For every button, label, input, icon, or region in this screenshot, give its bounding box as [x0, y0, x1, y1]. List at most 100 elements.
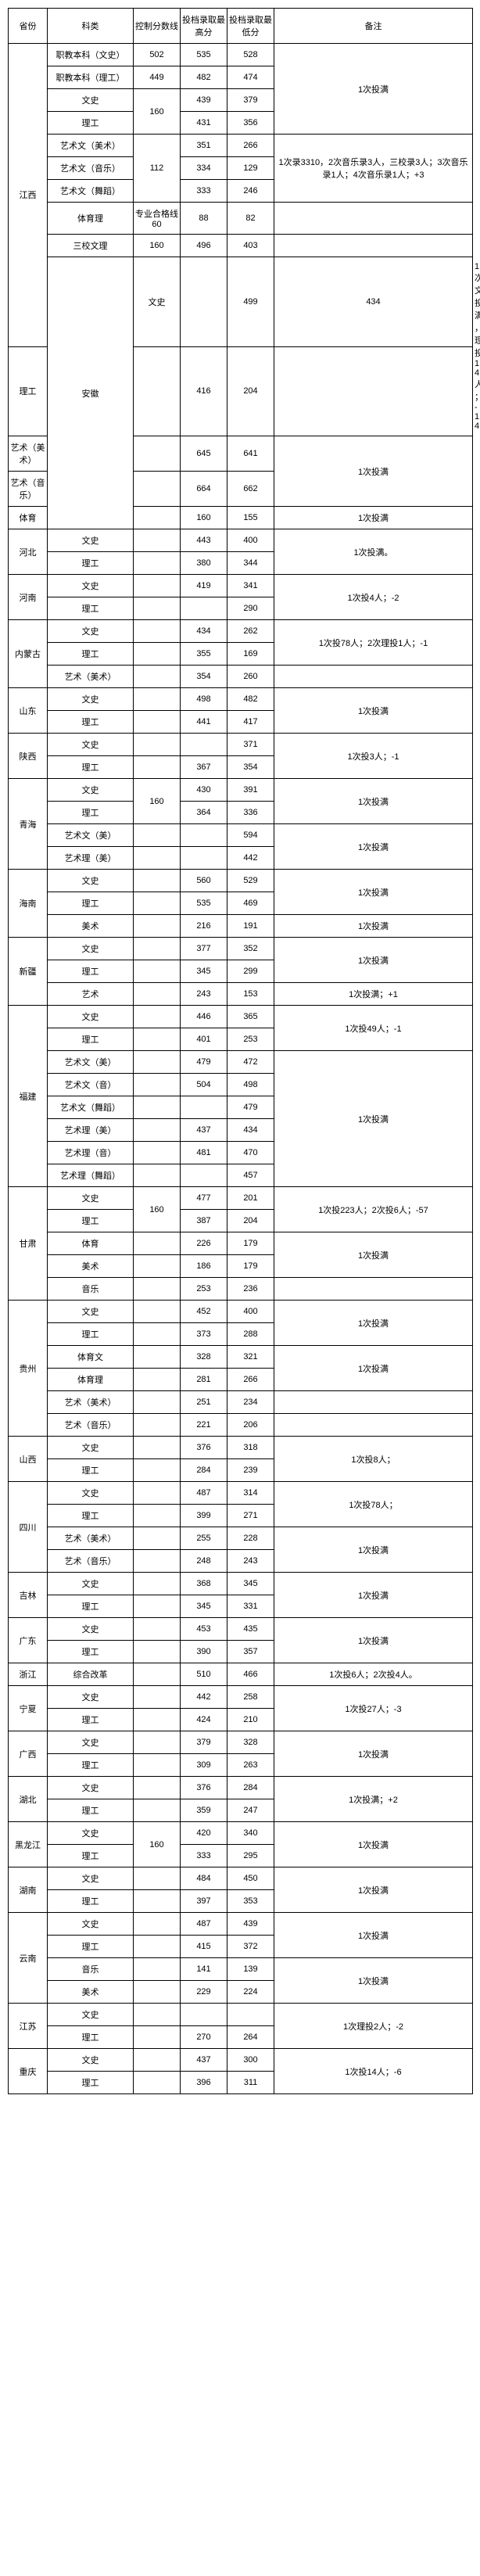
low-cell: 139 — [227, 1958, 274, 1981]
remark-cell: 1次投满 — [274, 1051, 473, 1187]
category-cell: 文史 — [48, 779, 134, 802]
category-cell: 理工 — [48, 643, 134, 666]
remark-cell: 1次投满 — [274, 870, 473, 915]
table-row: 音乐1411391次投满 — [9, 1958, 473, 1981]
remark-cell: 1次投78人； — [274, 1482, 473, 1527]
category-cell: 理工 — [48, 1641, 134, 1663]
high-cell: 367 — [181, 756, 227, 779]
province-cell: 江苏 — [9, 2004, 48, 2049]
category-cell: 艺术文（音乐） — [48, 157, 134, 180]
high-cell: 255 — [181, 1527, 227, 1550]
high-cell: 379 — [181, 1731, 227, 1754]
low-cell: 204 — [227, 346, 274, 436]
low-cell: 472 — [227, 1051, 274, 1074]
high-cell: 415 — [181, 1936, 227, 1958]
low-cell: 371 — [227, 734, 274, 756]
control-cell — [134, 2049, 181, 2072]
remark-cell — [274, 203, 473, 235]
high-cell: 376 — [181, 1437, 227, 1459]
remark-cell: 1次投满 — [274, 1822, 473, 1867]
high-cell: 284 — [181, 1459, 227, 1482]
high-cell: 434 — [181, 620, 227, 643]
category-cell: 文史 — [48, 620, 134, 643]
high-cell: 479 — [181, 1051, 227, 1074]
control-cell — [134, 1505, 181, 1527]
remark-cell: 1次投满 — [274, 938, 473, 983]
high-cell — [181, 847, 227, 870]
table-row: 贵州文史4524001次投满 — [9, 1301, 473, 1323]
category-cell: 理工 — [48, 1890, 134, 1913]
province-cell: 河南 — [9, 575, 48, 620]
control-cell — [134, 2072, 181, 2094]
remark-cell: 1次投满 — [274, 436, 473, 507]
province-cell: 广西 — [9, 1731, 48, 1777]
high-cell: 446 — [181, 1006, 227, 1028]
control-cell — [134, 1958, 181, 1981]
control-cell — [181, 257, 227, 347]
remark-cell: 1次投满 — [274, 824, 473, 870]
control-cell — [134, 529, 181, 552]
remark-cell: 1次投满 — [274, 1527, 473, 1573]
high-cell: 377 — [181, 938, 227, 960]
low-cell: 246 — [227, 180, 274, 203]
high-cell: 442 — [181, 1686, 227, 1709]
high-cell: 437 — [181, 1119, 227, 1142]
control-cell — [134, 2026, 181, 2049]
low-cell: 321 — [227, 1346, 274, 1369]
remark-cell: 1次投14人；-6 — [274, 2049, 473, 2094]
category-cell: 文史 — [134, 257, 181, 347]
low-cell: 352 — [227, 938, 274, 960]
low-cell: 641 — [227, 436, 274, 472]
control-cell — [134, 1346, 181, 1369]
category-cell: 音乐 — [48, 1278, 134, 1301]
control-cell — [134, 597, 181, 620]
remark-cell: 1次投满 — [274, 1867, 473, 1913]
high-cell — [181, 734, 227, 756]
table-row: 内蒙古文史4342621次投78人；2次理投1人；-1 — [9, 620, 473, 643]
category-cell: 艺术理（美） — [48, 847, 134, 870]
table-row: 山东文史4984821次投满 — [9, 688, 473, 711]
low-cell: 179 — [227, 1232, 274, 1255]
category-cell: 理工 — [48, 1210, 134, 1232]
low-cell: 434 — [227, 1119, 274, 1142]
low-cell: 318 — [227, 1437, 274, 1459]
control-cell — [134, 983, 181, 1006]
category-cell: 综合改革 — [48, 1663, 134, 1686]
table-row: 艺术文（美术）1123512661次录3310，2次音乐录3人，三校录3人；3次… — [9, 135, 473, 157]
high-cell: 443 — [181, 529, 227, 552]
remark-cell: 1次投49人；-1 — [274, 1006, 473, 1051]
province-cell: 福建 — [9, 1006, 48, 1187]
category-cell: 艺术（美术） — [48, 1527, 134, 1550]
remark-cell: 1次投满 — [274, 688, 473, 734]
control-cell — [134, 915, 181, 938]
control-cell — [134, 1323, 181, 1346]
category-cell: 文史 — [48, 1867, 134, 1890]
low-cell: 439 — [227, 1913, 274, 1936]
low-cell: 482 — [227, 688, 274, 711]
category-cell: 艺术（音乐） — [9, 472, 48, 507]
table-row: 艺术（美术）2552281次投满 — [9, 1527, 473, 1550]
low-cell: 354 — [227, 756, 274, 779]
high-cell: 253 — [181, 1278, 227, 1301]
control-cell — [134, 1301, 181, 1323]
low-cell: 155 — [227, 507, 274, 529]
control-cell — [134, 1414, 181, 1437]
high-cell: 390 — [181, 1641, 227, 1663]
low-cell: 234 — [227, 1391, 274, 1414]
high-cell: 482 — [181, 66, 227, 89]
category-cell: 理工 — [48, 1845, 134, 1867]
control-cell — [134, 1119, 181, 1142]
high-cell: 88 — [181, 203, 227, 235]
low-cell: 357 — [227, 1641, 274, 1663]
control-cell — [134, 1527, 181, 1550]
low-cell: 82 — [227, 203, 274, 235]
high-cell: 397 — [181, 1890, 227, 1913]
province-cell: 广东 — [9, 1618, 48, 1663]
high-cell: 498 — [181, 688, 227, 711]
category-cell: 理工 — [48, 1028, 134, 1051]
control-cell: 160 — [134, 1187, 181, 1232]
table-row: 安徽文史4994341次文投满，理投14人；-14 — [9, 257, 473, 347]
control-cell — [134, 436, 181, 472]
control-cell — [134, 1482, 181, 1505]
low-cell: 331 — [227, 1595, 274, 1618]
